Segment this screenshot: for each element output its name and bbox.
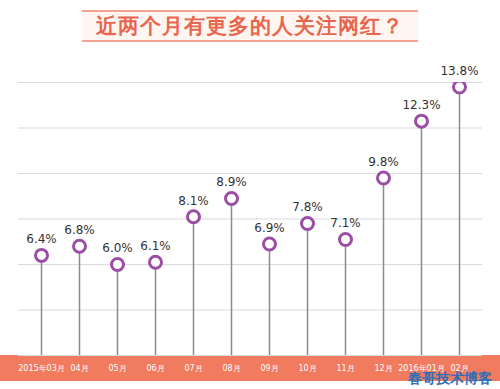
svg-text:7.1%: 7.1%: [330, 216, 361, 230]
svg-text:07月: 07月: [184, 364, 202, 373]
svg-text:8.9%: 8.9%: [216, 175, 247, 189]
svg-text:6.1%: 6.1%: [140, 239, 171, 253]
svg-text:6.0%: 6.0%: [102, 241, 133, 255]
svg-text:09月: 09月: [260, 364, 278, 373]
svg-text:12月: 12月: [374, 364, 392, 373]
svg-text:2015年03月: 2015年03月: [18, 364, 65, 373]
svg-text:6.4%: 6.4%: [26, 232, 57, 246]
svg-text:12.3%: 12.3%: [402, 98, 440, 112]
svg-text:08月: 08月: [222, 364, 240, 373]
svg-text:9.8%: 9.8%: [368, 155, 399, 169]
svg-text:11月: 11月: [336, 364, 354, 373]
svg-text:13.8%: 13.8%: [440, 64, 478, 78]
svg-text:7.8%: 7.8%: [292, 200, 323, 214]
svg-text:05月: 05月: [108, 364, 126, 373]
svg-text:04月: 04月: [70, 364, 88, 373]
svg-text:10月: 10月: [298, 364, 316, 373]
svg-text:6.8%: 6.8%: [64, 223, 95, 237]
svg-text:8.1%: 8.1%: [178, 194, 209, 208]
svg-text:06月: 06月: [146, 364, 164, 373]
svg-text:6.9%: 6.9%: [254, 221, 285, 235]
